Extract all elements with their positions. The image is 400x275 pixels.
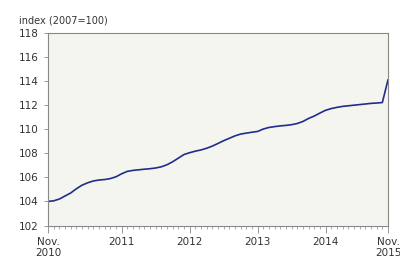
Text: index (2007=100): index (2007=100) bbox=[19, 15, 108, 25]
